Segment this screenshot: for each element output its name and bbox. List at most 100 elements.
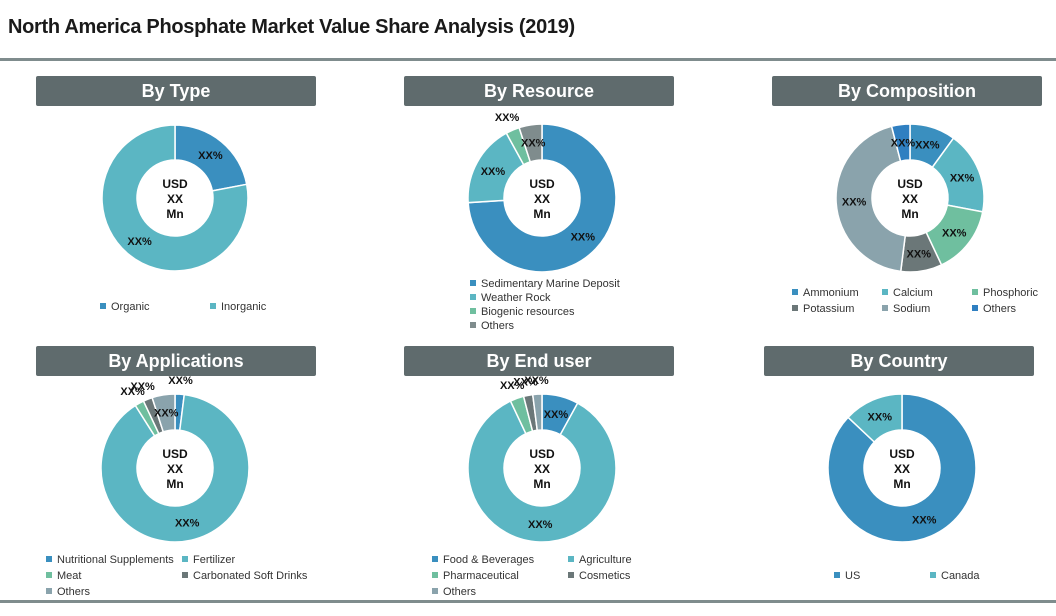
legend-swatch (568, 572, 574, 578)
slice-canada (846, 393, 903, 444)
legend-swatch (182, 556, 188, 562)
legend-swatch (210, 303, 216, 309)
slice-label-others: XX% (521, 138, 546, 150)
center-label-line: Mn (893, 477, 910, 491)
panel-by-composition: By Composition XX% XX% XX% XX% XX% XX% USD XX Mn A… (704, 58, 1056, 328)
legend-label: Canada (941, 570, 980, 582)
legend-swatch (972, 289, 978, 295)
panel-by-end-user: By End user XX% XX% XX% XX% XX% USD XX Mn Food & … (352, 328, 704, 598)
center-label-line: Mn (533, 477, 550, 491)
slice-label-organic: XX% (198, 150, 223, 162)
legend-swatch (470, 322, 476, 328)
slice-label-canada: XX% (868, 412, 893, 424)
legend-item-others: Others (470, 320, 514, 332)
legend-item-carbonated-soft-drinks: Carbonated Soft Drinks (182, 570, 307, 582)
legend-label: Others (443, 586, 477, 598)
slice-label-phosphoric: XX% (942, 227, 967, 239)
slice-label-sedimentary-marine-deposit: XX% (571, 231, 596, 243)
legend-label: Calcium (893, 287, 933, 299)
legend-swatch (470, 280, 476, 286)
center-label-line: XX (534, 192, 550, 206)
legend-swatch (470, 308, 476, 314)
center-label-line: XX (894, 462, 910, 476)
slice-sodium (835, 125, 907, 273)
legend-label: Fertilizer (193, 554, 236, 566)
panel-title-by-end-user: By End user (404, 346, 674, 376)
center-label-line: USD (162, 177, 188, 191)
legend-swatch (46, 572, 52, 578)
legend-item-others: Others (972, 303, 1016, 315)
panel-title-by-applications: By Applications (36, 346, 316, 376)
legend-item-inorganic: Inorganic (210, 301, 266, 313)
legend-swatch (46, 556, 52, 562)
legend-swatch (100, 303, 106, 309)
slice-label-nutritional-supplements: XX% (168, 375, 193, 387)
legend-label: Others (57, 586, 91, 598)
page-title: North America Phosphate Market Value Sha… (8, 16, 575, 38)
legend-item-agriculture: Agriculture (568, 554, 632, 566)
legend-label: Inorganic (221, 301, 267, 313)
panel-by-country: By Country XX% XX% USD XX Mn US Canada (704, 328, 1056, 598)
legend-label: Nutritional Supplements (57, 554, 174, 566)
legend-label: Sodium (893, 303, 931, 315)
legend-label: Potassium (803, 303, 855, 315)
slice-label-calcium: XX% (950, 172, 975, 184)
slice-label-us: XX% (912, 514, 937, 526)
legend-item-us: US (834, 570, 860, 582)
legend-label: Cosmetics (579, 570, 631, 582)
legend-swatch (568, 556, 574, 562)
legend-item-fertilizer: Fertilizer (182, 554, 235, 566)
slice-label-cosmetics: XX% (513, 377, 538, 389)
center-label-line: USD (162, 447, 188, 461)
slice-us (827, 393, 977, 543)
legend-item-cosmetics: Cosmetics (568, 570, 630, 582)
slice-label-sodium: XX% (842, 197, 867, 209)
center-label-line: XX (534, 462, 550, 476)
legend-item-potassium: Potassium (792, 303, 854, 315)
slice-label-others: XX% (524, 375, 549, 387)
legend-swatch (182, 572, 188, 578)
legend-item-food-beverages: Food & Beverages (432, 554, 534, 566)
legend-item-others: Others (46, 586, 90, 598)
legend-item-others: Others (432, 586, 476, 598)
slice-label-pharmaceutical: XX% (500, 380, 525, 392)
slice-label-fertilizer: XX% (175, 518, 200, 530)
panel-by-resource: By Resource XX% XX% XX% XX% USD XX Mn Sedimentar… (352, 58, 704, 332)
slice-sedimentary-marine-deposit (467, 123, 617, 273)
center-label-line: Mn (166, 207, 183, 221)
panel-title-by-composition: By Composition (772, 76, 1042, 106)
slice-label-carbonated-soft-drinks: XX% (130, 381, 155, 393)
legend-label: Ammonium (803, 287, 859, 299)
panel-title-by-resource: By Resource (404, 76, 674, 106)
legend-swatch (834, 572, 840, 578)
legend-swatch (972, 305, 978, 311)
center-label-line: XX (167, 462, 183, 476)
slice-label-others: XX% (891, 137, 916, 149)
legend-label: Food & Beverages (443, 554, 535, 566)
slice-label-weather-rock: XX% (481, 166, 506, 178)
slice-label-potassium: XX% (907, 248, 932, 260)
legend-label: Agriculture (579, 554, 632, 566)
legend-label: Pharmaceutical (443, 570, 519, 582)
center-label-line: XX (902, 192, 918, 206)
legend-label: Organic (111, 301, 150, 313)
legend-swatch (792, 305, 798, 311)
panel-title-by-type: By Type (36, 76, 316, 106)
slice-inorganic (101, 124, 249, 272)
center-label-line: USD (529, 177, 555, 191)
slice-others (531, 393, 543, 432)
legend-swatch (470, 294, 476, 300)
slice-others (518, 123, 543, 163)
slice-label-food-beverages: XX% (544, 409, 569, 421)
top-divider (0, 58, 1056, 61)
legend-swatch (882, 305, 888, 311)
slice-label-inorganic: XX% (127, 236, 152, 248)
legend-label: US (845, 570, 861, 582)
legend-item-weather-rock: Weather Rock (470, 292, 551, 304)
